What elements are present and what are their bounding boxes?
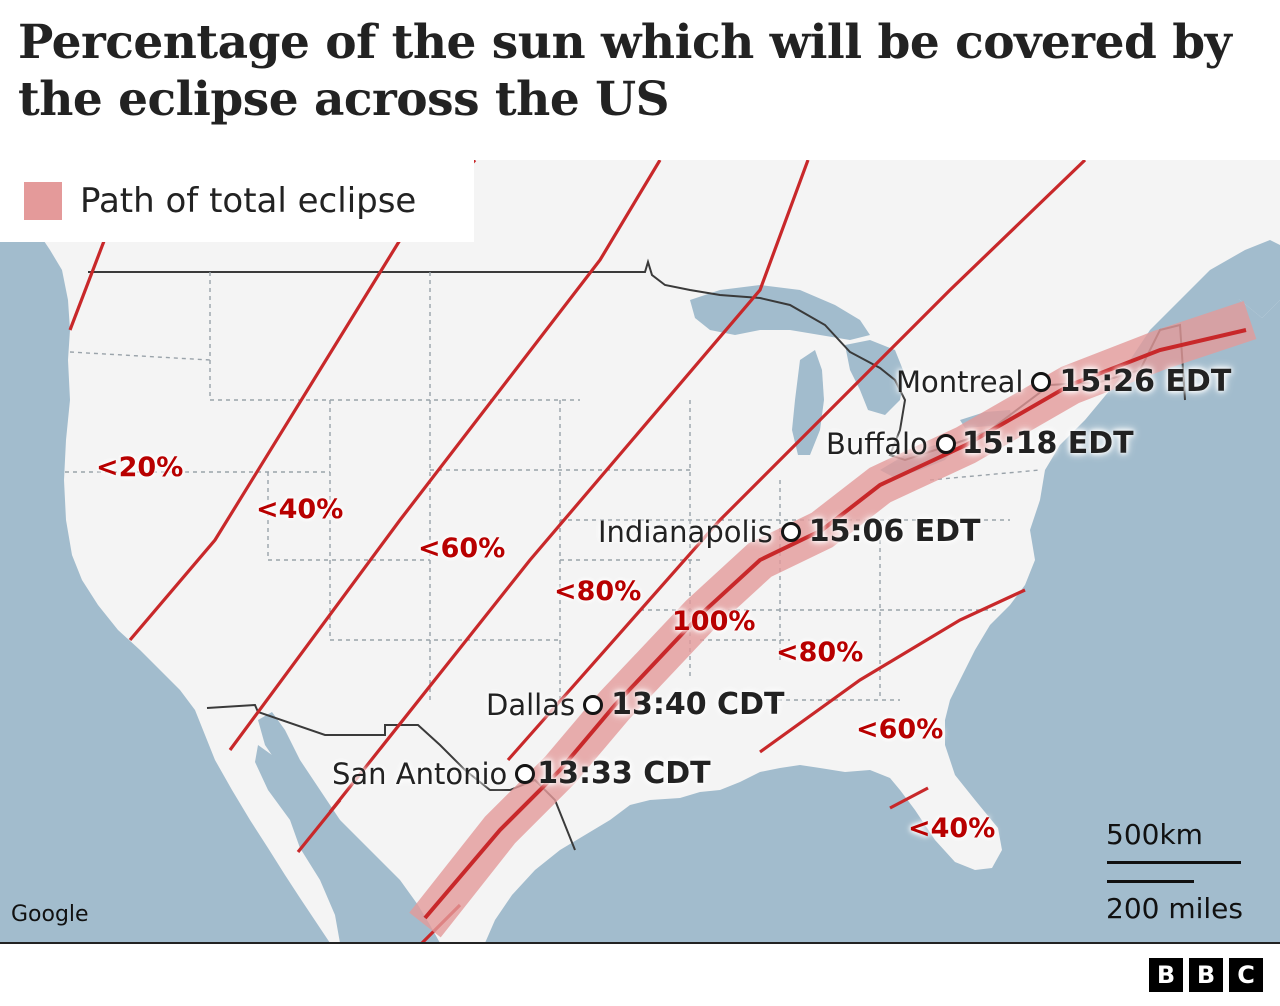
scale-km-label: 500km <box>1106 818 1203 851</box>
coverage-label-60-east: <60% <box>856 714 944 745</box>
map-attribution: Google <box>11 902 89 927</box>
city-marker-icon <box>583 694 604 715</box>
coverage-label-40-west: <40% <box>256 494 344 525</box>
city-montreal: Montreal 15:26 EDT <box>896 364 1231 399</box>
scale-bar-km <box>1107 861 1241 864</box>
state-borders <box>65 272 1041 701</box>
map-graphic <box>0 160 1280 943</box>
city-eclipse-time: 15:18 EDT <box>961 426 1134 461</box>
contour-80-north <box>506 160 1087 762</box>
city-indianapolis: Indianapolis 15:06 EDT <box>598 514 981 549</box>
city-eclipse-time: 15:06 EDT <box>808 514 981 549</box>
legend-swatch-totality <box>24 182 62 220</box>
city-marker-icon <box>515 763 536 784</box>
coverage-label-100: 100% <box>672 606 756 637</box>
city-name: Dallas <box>486 687 576 722</box>
contour-60 <box>328 160 810 813</box>
legend-label: Path of total eclipse <box>80 181 417 221</box>
coverage-label-40-east: <40% <box>908 813 996 844</box>
bbc-logo-letter: B <box>1189 958 1223 992</box>
footer-divider <box>0 942 1280 944</box>
city-eclipse-time: 15:26 EDT <box>1059 364 1232 399</box>
city-marker-icon <box>935 433 956 454</box>
contour-40 <box>228 160 662 751</box>
contour-60-fl <box>889 786 929 810</box>
map-title: Percentage of the sun which will be cove… <box>18 15 1232 127</box>
coverage-label-60-west: <60% <box>418 533 506 564</box>
city-name: Montreal <box>896 364 1024 399</box>
coverage-label-80-west: <80% <box>554 576 642 607</box>
city-marker-icon <box>780 521 801 542</box>
city-buffalo: Buffalo 15:18 EDT <box>826 426 1134 461</box>
land-mass <box>0 160 1280 943</box>
totality-center-line <box>423 328 1247 920</box>
coverage-label-20: <20% <box>96 452 184 483</box>
city-name: Buffalo <box>826 426 928 461</box>
city-name: San Antonio <box>332 756 508 791</box>
city-dallas: Dallas 13:40 CDT <box>486 687 784 722</box>
bbc-logo-letter: C <box>1229 958 1263 992</box>
city-marker-icon <box>1031 371 1052 392</box>
contour-80-south <box>759 588 1026 754</box>
city-eclipse-time: 13:33 CDT <box>537 756 711 791</box>
bbc-logo-letter: B <box>1149 958 1183 992</box>
hudson-bay-region <box>1180 240 1280 318</box>
scale-bar-miles <box>1107 880 1194 883</box>
city-eclipse-time: 13:40 CDT <box>611 687 785 722</box>
city-san-antonio: San Antonio 13:33 CDT <box>332 756 711 791</box>
lake-huron <box>845 340 905 415</box>
legend: Path of total eclipse <box>0 160 474 242</box>
scale-miles-label: 200 miles <box>1106 892 1243 925</box>
city-name: Indianapolis <box>598 514 773 549</box>
coverage-label-80-east: <80% <box>776 637 864 668</box>
eclipse-map <box>0 160 1280 943</box>
lake-michigan <box>792 350 824 455</box>
bbc-logo: B B C <box>1149 958 1263 992</box>
